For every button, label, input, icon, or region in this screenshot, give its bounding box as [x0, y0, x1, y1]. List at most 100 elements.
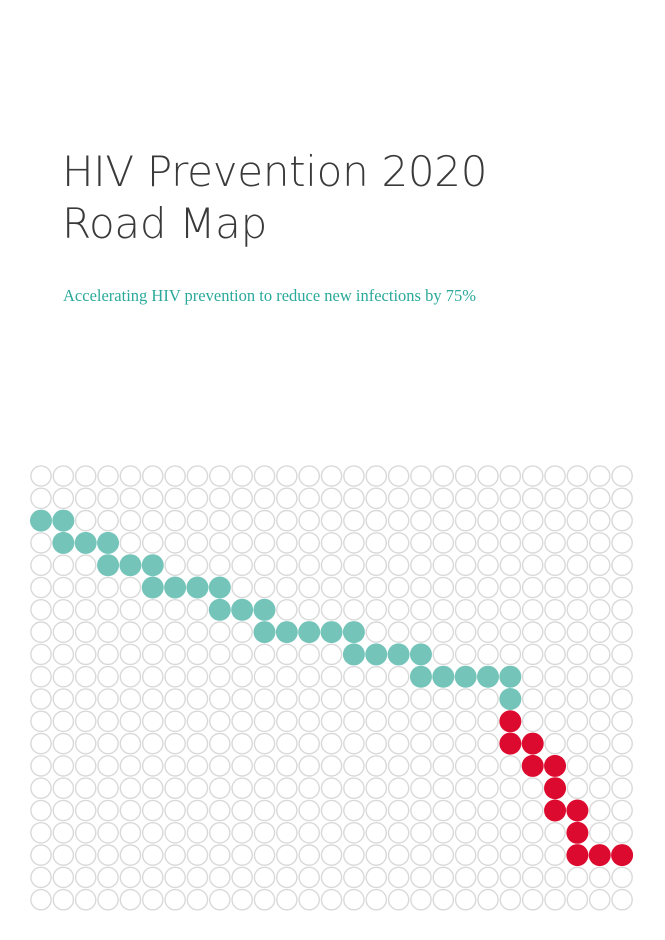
dot-empty — [611, 643, 633, 666]
dot-empty — [119, 509, 142, 532]
dot-empty — [544, 576, 566, 599]
dot-empty — [253, 643, 276, 666]
dot-empty — [186, 621, 209, 643]
document-title: HIV Prevention 2020 Road Map — [62, 146, 487, 250]
dot-empty — [387, 755, 410, 777]
dot-empty — [365, 487, 388, 510]
dot-empty — [320, 844, 343, 866]
dot-empty — [276, 799, 298, 822]
dot-empty — [164, 532, 186, 554]
dot-grid-graphic — [30, 465, 634, 911]
dot-empty — [164, 732, 186, 755]
dot-empty — [74, 844, 97, 866]
dot-empty — [97, 643, 119, 666]
dot-empty — [276, 821, 298, 844]
dot-empty — [566, 688, 589, 710]
dot-empty — [544, 710, 566, 733]
dot-empty — [276, 866, 298, 889]
dot-empty — [30, 888, 52, 911]
dot-empty — [588, 509, 611, 532]
dot-empty — [588, 532, 611, 554]
dot-empty — [544, 688, 566, 710]
dot-empty — [52, 688, 75, 710]
dot-empty — [298, 844, 321, 866]
dot-empty — [387, 576, 410, 599]
dot-teal — [409, 665, 432, 688]
dot-empty — [320, 509, 343, 532]
dot-empty — [454, 888, 477, 911]
dot-empty — [432, 777, 455, 800]
dot-empty — [320, 821, 343, 844]
dot-empty — [231, 844, 253, 866]
title-line-1: HIV Prevention 2020 — [62, 147, 488, 196]
dot-empty — [410, 688, 432, 710]
dot-empty — [74, 487, 97, 510]
dot-empty — [231, 732, 253, 755]
dot-empty — [387, 866, 410, 889]
dot-empty — [477, 799, 499, 822]
dot-empty — [611, 598, 633, 621]
dot-teal — [499, 665, 522, 688]
dot-empty — [566, 755, 589, 777]
dot-empty — [454, 821, 477, 844]
dot-empty — [186, 777, 209, 800]
dot-empty — [30, 755, 52, 777]
dot-empty — [499, 487, 522, 510]
dot-empty — [432, 888, 455, 911]
dot-empty — [566, 777, 589, 800]
dot-teal — [97, 554, 120, 577]
dot-empty — [276, 487, 298, 510]
dot-empty — [298, 576, 321, 599]
dot-empty — [74, 688, 97, 710]
dot-empty — [521, 487, 544, 510]
dot-empty — [164, 487, 186, 510]
dot-empty — [343, 844, 365, 866]
dot-empty — [97, 598, 119, 621]
dot-empty — [208, 710, 231, 733]
dot-empty — [276, 598, 298, 621]
dot-teal — [97, 531, 120, 554]
dot-empty — [186, 554, 209, 576]
dot-empty — [141, 888, 164, 911]
dot-empty — [52, 799, 75, 822]
dot-empty — [119, 844, 142, 866]
dot-empty — [454, 710, 477, 733]
dot-empty — [320, 598, 343, 621]
dot-empty — [141, 732, 164, 755]
dot-empty — [52, 888, 75, 911]
dot-empty — [320, 732, 343, 755]
dot-empty — [588, 688, 611, 710]
dot-red — [521, 732, 544, 755]
dot-empty — [52, 465, 75, 487]
dot-empty — [119, 710, 142, 733]
dot-empty — [499, 821, 522, 844]
dot-empty — [477, 821, 499, 844]
dot-empty — [298, 509, 321, 532]
dot-empty — [432, 866, 455, 889]
dot-empty — [231, 487, 253, 510]
dot-empty — [410, 777, 432, 800]
dot-empty — [208, 487, 231, 510]
dot-empty — [499, 554, 522, 576]
dot-teal — [164, 576, 187, 599]
dot-empty — [410, 621, 432, 643]
dot-empty — [298, 665, 321, 688]
dot-empty — [186, 821, 209, 844]
dot-empty — [343, 509, 365, 532]
dot-grid-svg — [30, 465, 634, 911]
dot-red — [566, 821, 589, 844]
dot-empty — [30, 643, 52, 666]
dot-empty — [432, 643, 455, 666]
dot-empty — [588, 888, 611, 911]
dot-empty — [298, 598, 321, 621]
dot-empty — [276, 755, 298, 777]
dot-empty — [253, 777, 276, 800]
dot-empty — [499, 777, 522, 800]
dot-empty — [253, 509, 276, 532]
dot-empty — [387, 799, 410, 822]
dot-empty — [52, 755, 75, 777]
dot-empty — [566, 888, 589, 911]
dot-empty — [611, 777, 633, 800]
dot-empty — [97, 844, 119, 866]
dot-empty — [432, 688, 455, 710]
